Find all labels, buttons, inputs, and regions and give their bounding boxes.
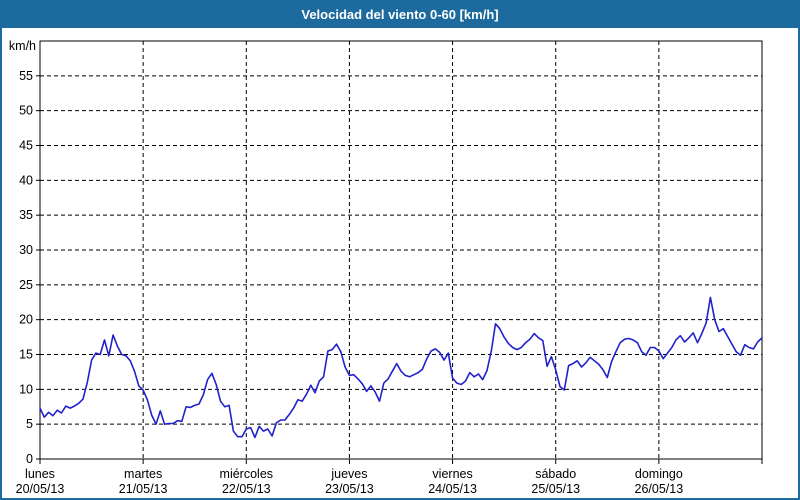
wind-speed-line	[39, 296, 763, 439]
x-axis-ticks	[39, 459, 763, 464]
y-tick-label: 40	[19, 173, 33, 187]
y-tick-label: 30	[19, 243, 33, 257]
y-tick-label: 0	[26, 452, 33, 466]
y-tick-label: 25	[19, 278, 33, 292]
day-date-label: 24/05/13	[428, 482, 477, 496]
day-name-label: domingo	[635, 467, 683, 481]
day-name-label: viernes	[432, 467, 472, 481]
day-name-label: sábado	[535, 467, 576, 481]
y-tick-label: 45	[19, 139, 33, 153]
y-tick-label: 5	[26, 417, 33, 431]
y-tick-label: 20	[19, 313, 33, 327]
y-tick-label: 15	[19, 348, 33, 362]
day-date-label: 20/05/13	[16, 482, 65, 496]
y-tick-label: 50	[19, 104, 33, 118]
y-tick-label: 10	[19, 382, 33, 396]
y-axis-labels: 0 5 10 15 20 25 30 35 40 45 50 55	[19, 69, 33, 466]
chart-title: Velocidad del viento 0-60 [km/h]	[301, 7, 499, 22]
y-axis-ticks	[36, 75, 40, 460]
day-date-label: 26/05/13	[635, 482, 684, 496]
day-name-label: martes	[124, 467, 162, 481]
day-date-label: 23/05/13	[325, 482, 374, 496]
day-date-label: 22/05/13	[222, 482, 271, 496]
day-date-label: 21/05/13	[119, 482, 168, 496]
y-tick-label: 35	[19, 208, 33, 222]
y-tick-label: 55	[19, 69, 33, 83]
chart-title-bar: Velocidad del viento 0-60 [km/h]	[2, 2, 798, 28]
y-gridlines	[40, 75, 762, 425]
day-name-label: lunes	[25, 467, 55, 481]
day-name-label: jueves	[330, 467, 367, 481]
day-date-label: 25/05/13	[531, 482, 580, 496]
day-name-label: miércoles	[220, 467, 274, 481]
y-axis-unit-label: km/h	[9, 39, 36, 53]
